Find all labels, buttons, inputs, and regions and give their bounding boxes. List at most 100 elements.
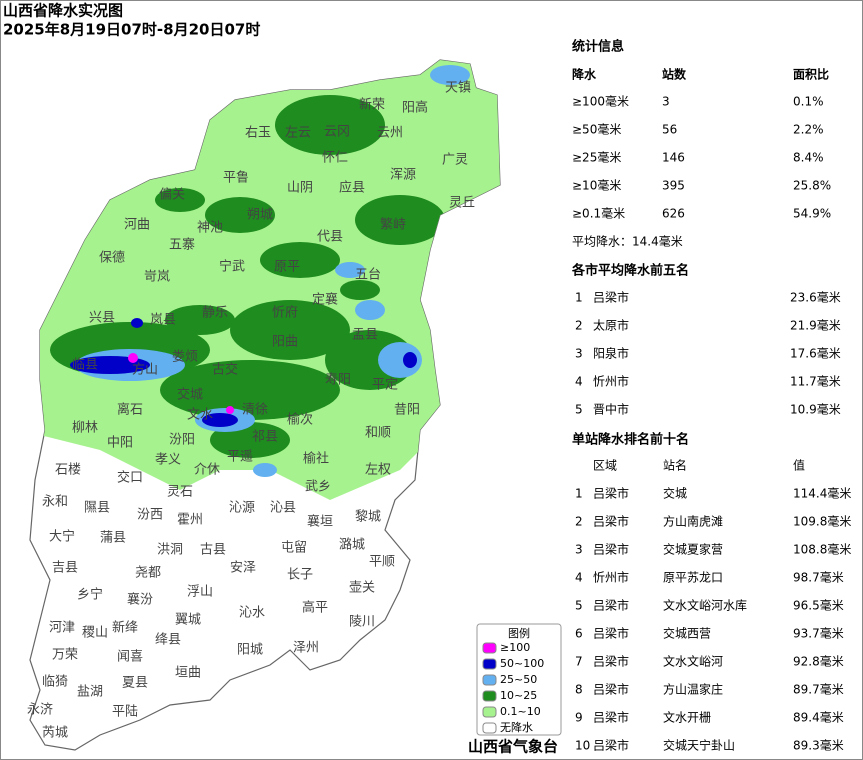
station-cell: 文水文峪河: [663, 654, 723, 669]
county-label: 怀仁: [322, 151, 348, 166]
stats-cell: ≥0.1毫米: [572, 206, 625, 221]
county-label: 离石: [117, 402, 143, 418]
station-cell: 114.4毫米: [793, 486, 851, 501]
city-cell: 太原市: [593, 318, 629, 333]
county-label: 宁武: [219, 259, 245, 275]
station-cell: 交城夏家营: [663, 542, 723, 557]
county-label: 应县: [339, 180, 365, 196]
stats-header: 降水: [572, 67, 597, 82]
city-cell: 10.9毫米: [790, 402, 841, 417]
county-label: 临猗: [42, 675, 68, 690]
county-label: 广灵: [442, 153, 468, 168]
station-cell: 交城: [663, 486, 687, 501]
stats-cell: ≥25毫米: [572, 150, 621, 165]
title: 山西省降水实况图: [3, 2, 123, 20]
station-cell: 2: [575, 515, 583, 529]
county-label: 原平: [274, 260, 300, 275]
legend-label: 25~50: [500, 673, 537, 686]
station-cell: 5: [575, 599, 583, 613]
county-label: 沁水: [239, 606, 265, 621]
county-label: 石楼: [55, 463, 81, 478]
station-cell: 3: [575, 543, 583, 557]
county-label: 平陆: [112, 704, 138, 720]
station-cell: 9: [575, 711, 583, 725]
county-label: 天镇: [445, 81, 471, 96]
station-cell: 方山温家庄: [663, 682, 723, 697]
county-label: 平定: [372, 378, 398, 393]
station-cell: 吕梁市: [593, 542, 629, 557]
county-label: 山阴: [287, 181, 313, 196]
station-cell: 吕梁市: [593, 710, 629, 725]
station-cell: 吕梁市: [593, 514, 629, 529]
county-label: 尧都: [135, 566, 161, 581]
city-cell: 4: [575, 375, 583, 389]
city-cell: 晋中市: [593, 402, 629, 417]
station-cell: 交城天宁卦山: [663, 738, 735, 753]
county-label: 浮山: [187, 585, 213, 600]
county-label: 安泽: [230, 561, 256, 576]
station-cell: 方山南虎滩: [663, 514, 723, 529]
stats-cell: 25.8%: [793, 179, 831, 193]
stats-cell: 0.1%: [793, 95, 824, 109]
subtitle: 2025年8月19日07时-8月20日07时: [3, 21, 260, 39]
county-label: 襄汾: [127, 592, 153, 608]
county-label: 寿阳: [325, 373, 351, 388]
stats-average: 平均降水：14.4毫米: [572, 234, 683, 249]
county-label: 交口: [117, 470, 143, 486]
county-label: 翼城: [175, 613, 201, 628]
county-label: 平遥: [227, 450, 253, 465]
county-label: 灵丘: [449, 196, 475, 211]
county-label: 云州: [377, 126, 403, 141]
legend-label: 0.1~10: [500, 705, 541, 718]
county-label: 高平: [302, 600, 328, 616]
county-label: 乡宁: [77, 587, 103, 603]
county-label: 右玉: [245, 126, 271, 141]
county-label: 绛县: [155, 633, 181, 648]
footer: 山西省气象台: [468, 738, 558, 756]
stats-header: 面积比: [793, 67, 829, 82]
stats-cell: 2.2%: [793, 123, 824, 137]
county-label: 屯留: [281, 541, 307, 556]
county-label: 霍州: [177, 513, 203, 528]
stats-title: 统计信息: [572, 39, 624, 55]
station-cell: 98.7毫米: [793, 570, 844, 585]
station-cell: 93.7毫米: [793, 626, 844, 641]
county-label: 新绛: [112, 620, 138, 636]
station-header: 区域: [593, 459, 617, 473]
county-label: 泽州: [293, 641, 319, 656]
station-cell: 原平苏龙口: [663, 571, 723, 585]
county-label: 沁县: [270, 501, 296, 516]
stats-cell: 395: [662, 179, 685, 193]
county-label: 繁峙: [380, 217, 406, 233]
county-label: 阳高: [402, 100, 428, 116]
station-cell: 7: [575, 655, 583, 669]
county-label: 榆次: [287, 412, 313, 428]
stats-cell: 626: [662, 207, 685, 221]
stats-cell: 146: [662, 151, 685, 165]
city-cell: 23.6毫米: [790, 290, 841, 305]
county-label: 兴县: [89, 311, 115, 326]
county-label: 静乐: [202, 306, 228, 321]
county-label: 洪洞: [157, 543, 183, 558]
stats-cell: 8.4%: [793, 151, 824, 165]
county-label: 孝义: [155, 453, 181, 468]
county-label: 偏关: [159, 188, 185, 203]
county-label: 榆社: [303, 451, 329, 467]
county-label: 神池: [197, 221, 223, 236]
stats-cell: ≥10毫米: [572, 178, 621, 193]
station-cell: 4: [575, 571, 583, 585]
county-label: 昔阳: [394, 403, 420, 418]
county-label: 五寨: [169, 237, 195, 253]
county-label: 武乡: [305, 480, 331, 495]
county-label: 盐湖: [77, 685, 103, 700]
station-cell: 吕梁市: [593, 598, 629, 613]
station-cell: 108.8毫米: [793, 542, 851, 557]
county-label: 左权: [365, 462, 391, 478]
station-cell: 吕梁市: [593, 738, 629, 753]
county-label: 文水: [187, 408, 213, 423]
city-cell: 21.9毫米: [790, 318, 841, 333]
county-label: 垣曲: [175, 666, 201, 681]
city-cell: 2: [575, 319, 583, 333]
county-label: 保德: [99, 251, 125, 266]
city-cell: 吕梁市: [593, 290, 629, 305]
